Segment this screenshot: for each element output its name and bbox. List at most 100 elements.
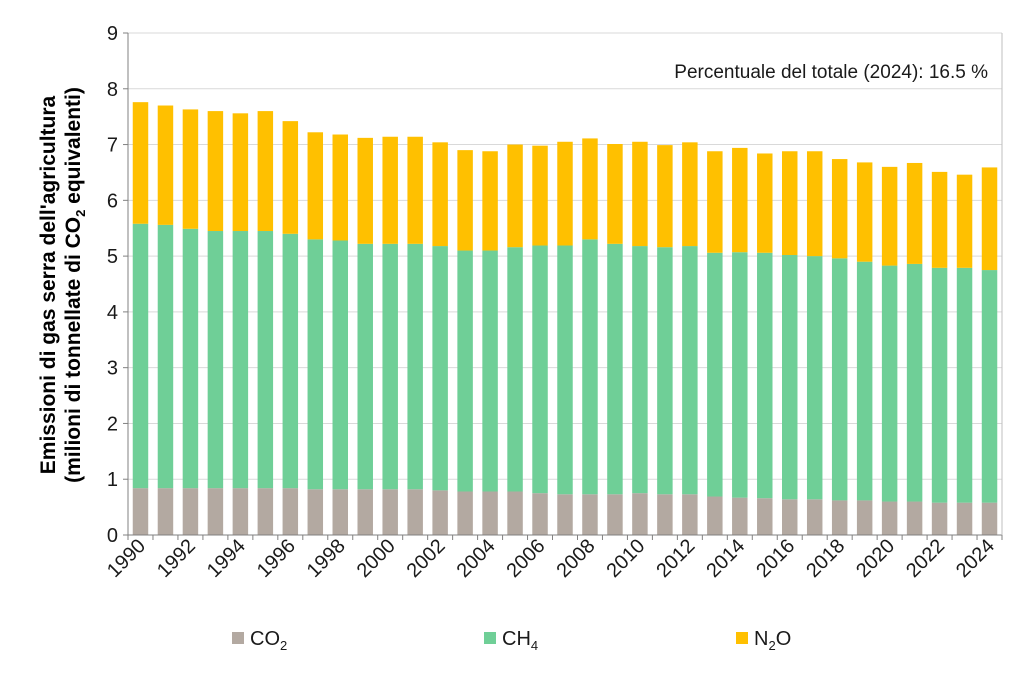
bar-n2o-2022: [931, 171, 948, 268]
bar-ch4-2004: [482, 250, 498, 492]
bar-ch4-2015: [757, 252, 773, 499]
x-tick-label: 1994: [203, 535, 250, 582]
bar-ch4-2021: [906, 263, 923, 502]
bar-co2-2017: [806, 499, 823, 535]
bar-co2-2014: [732, 497, 748, 535]
bar-co2-2003: [457, 491, 473, 535]
x-tick-label: 2004: [453, 535, 500, 582]
y-tick-label: 9: [107, 23, 118, 45]
bar-co2-2009: [607, 494, 623, 535]
bar-n2o-1990: [132, 102, 149, 224]
y-tick-label: 5: [107, 246, 118, 268]
bar-co2-2005: [507, 491, 523, 535]
legend-label-main: CH: [502, 628, 531, 650]
bar-ch4-1997: [307, 239, 324, 490]
bar-n2o-1992: [182, 109, 199, 229]
bar-n2o-2005: [507, 144, 523, 248]
bar-co2-2001: [407, 489, 423, 535]
bar-n2o-2023: [956, 174, 973, 268]
bar-n2o-2013: [707, 151, 723, 253]
bar-ch4-2013: [707, 252, 723, 497]
bar-co2-1997: [307, 489, 324, 535]
bar-n2o-2012: [682, 142, 698, 247]
bar-co2-2006: [532, 493, 548, 535]
bar-n2o-1993: [207, 111, 224, 232]
bar-n2o-2000: [382, 136, 398, 244]
x-tick-label: 2006: [503, 535, 550, 582]
legend-label-sub: 4: [531, 638, 538, 653]
legend-label-sub: 2: [280, 638, 287, 653]
bar-n2o-2017: [806, 151, 823, 257]
x-tick-label: 2024: [952, 535, 999, 582]
y-axis-label-line2-post: equivalenti): [62, 87, 85, 210]
bar-co2-2013: [707, 496, 723, 535]
bar-ch4-1999: [357, 243, 373, 490]
bar-co2-1995: [257, 488, 274, 535]
bar-n2o-2020: [881, 166, 898, 266]
x-tick-label: 2022: [902, 535, 949, 582]
bar-co2-1990: [132, 488, 149, 535]
x-tick-label: 2000: [353, 535, 400, 582]
y-axis-label-line2: (milioni di tonnellate di CO2 equivalent…: [62, 87, 88, 483]
bar-n2o-1994: [232, 113, 249, 232]
bar-ch4-2012: [682, 246, 698, 495]
x-tick-label: 2014: [702, 535, 749, 582]
bars: [132, 102, 998, 535]
bar-co2-2008: [582, 494, 598, 535]
bar-co2-1999: [357, 489, 373, 535]
bar-co2-2019: [856, 500, 873, 535]
bar-co2-2024: [981, 502, 998, 535]
legend-swatch: [736, 632, 748, 644]
x-tick-label: 2002: [403, 535, 450, 582]
bar-ch4-1995: [257, 231, 274, 489]
bar-n2o-2018: [831, 159, 848, 259]
y-tick-label: 0: [107, 525, 118, 547]
bar-co2-1994: [232, 488, 249, 535]
bar-co2-1998: [332, 489, 348, 535]
bar-n2o-2024: [981, 167, 998, 271]
bar-ch4-2011: [657, 247, 673, 495]
bar-co2-2018: [831, 500, 848, 535]
x-tick-label: 2020: [852, 535, 899, 582]
bar-ch4-2023: [956, 267, 973, 503]
bar-n2o-1996: [282, 121, 299, 234]
bar-n2o-2007: [557, 141, 573, 246]
legend-label: CH4: [502, 628, 538, 653]
y-tick-label: 1: [107, 469, 118, 491]
annotation: Percentuale del totale (2024): 16.5 %: [674, 62, 988, 83]
y-tick-label: 4: [107, 302, 118, 324]
bar-n2o-2004: [482, 151, 498, 251]
bar-co2-1993: [207, 488, 224, 535]
bar-ch4-2005: [507, 247, 523, 492]
legend-label: N2O: [754, 628, 791, 653]
bar-ch4-2016: [782, 254, 798, 500]
bar-ch4-2018: [831, 258, 848, 501]
x-tick-labels: 1990 1992 1994 1996 1998 2000 2002 2004 2006 2008…: [103, 535, 999, 582]
bar-n2o-1998: [332, 134, 348, 241]
y-tick-labels: 0 1 2 3 4 5 6 7 8 9: [107, 23, 118, 547]
y-axis-label-line2-sub: 2: [73, 210, 88, 217]
bar-n2o-1999: [357, 137, 373, 244]
bar-ch4-2007: [557, 245, 573, 495]
bar-co2-2010: [632, 493, 648, 535]
bar-co2-2007: [557, 494, 573, 535]
bar-ch4-2001: [407, 243, 423, 490]
legend-label-main: CO: [250, 628, 280, 650]
bar-n2o-2019: [856, 162, 873, 262]
bar-ch4-1998: [332, 240, 348, 490]
bar-co2-2004: [482, 491, 498, 535]
legend-swatch: [484, 632, 496, 644]
bar-ch4-1993: [207, 231, 224, 489]
bar-ch4-2024: [981, 270, 998, 503]
legend-label-post: O: [776, 628, 792, 650]
bar-ch4-2000: [382, 243, 398, 490]
bar-ch4-1996: [282, 233, 299, 489]
bar-ch4-2008: [582, 239, 598, 495]
bar-co2-2015: [757, 498, 773, 535]
y-tick-label: 3: [107, 358, 118, 380]
y-tick-label: 8: [107, 79, 118, 101]
bar-n2o-1997: [307, 132, 324, 240]
x-tick-label: 2018: [802, 535, 849, 582]
bar-co2-2021: [906, 501, 923, 535]
legend-swatch: [232, 632, 244, 644]
